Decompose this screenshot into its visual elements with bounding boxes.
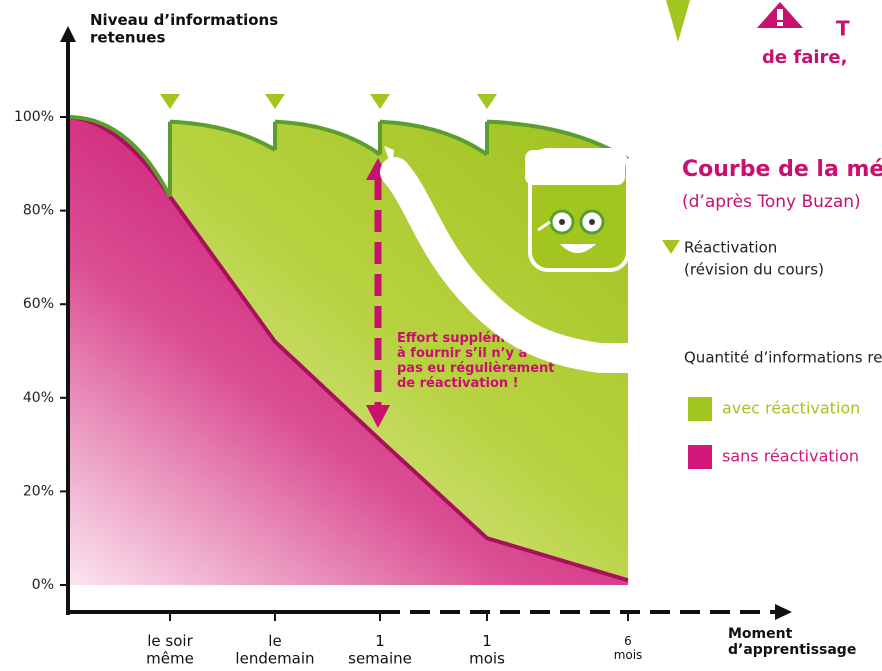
reactivation-marker — [477, 94, 497, 109]
warning-mark — [777, 22, 783, 26]
marker-icon — [662, 240, 680, 254]
y-tick-label: 20% — [23, 483, 54, 499]
y-tick-label: 0% — [32, 577, 54, 593]
reactivation-marker — [265, 94, 285, 109]
legend: avec réactivation sans réactivation — [688, 397, 860, 469]
marker-note: (révision du cours) — [684, 261, 824, 279]
reactivation-marker — [370, 94, 390, 109]
header-text: de faire, — [762, 47, 847, 68]
subtitle: (d’après Tony Buzan) — [682, 192, 861, 212]
y-tick-label: 100% — [14, 109, 54, 125]
triangle — [666, 0, 690, 42]
y-tick-label: 80% — [23, 203, 54, 219]
legend-label: sans réactivation — [722, 447, 859, 466]
legend-swatch — [688, 397, 712, 421]
header-letter: T — [836, 17, 850, 41]
marker-label: Réactivation — [684, 239, 777, 257]
legend-swatch — [688, 445, 712, 469]
legend-label: avec réactivation — [722, 399, 860, 418]
y-axis-arrow — [60, 26, 76, 42]
title: Courbe de la mémorisation — [682, 157, 882, 182]
legend-title: Quantité d’informations retenues : — [684, 349, 882, 367]
y-tick-label: 40% — [23, 390, 54, 406]
warning-mark — [777, 9, 783, 20]
reactivation-marker — [160, 94, 180, 109]
x-axis-arrow — [775, 604, 792, 620]
chart: 0% 20% 40% 60% 80% 100% Niveau d’informationsr… — [0, 0, 882, 671]
y-tick-label: 60% — [23, 296, 54, 312]
